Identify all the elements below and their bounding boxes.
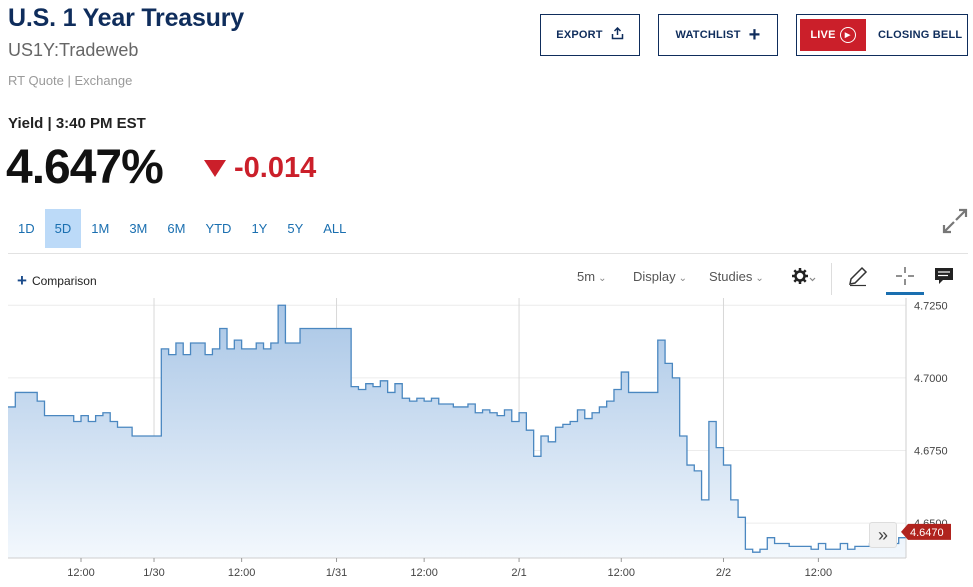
crosshair-icon[interactable]: [894, 265, 916, 287]
live-badge: LIVE ▶: [800, 19, 866, 51]
price-change: -0.014: [204, 152, 316, 185]
closing-bell-label: CLOSING BELL: [878, 29, 963, 41]
watchlist-button[interactable]: WATCHLIST +: [658, 14, 778, 56]
comment-icon[interactable]: [933, 265, 955, 287]
display-label: Display: [633, 269, 676, 284]
export-label: EXPORT: [556, 29, 603, 41]
comparison-label: Comparison: [31, 273, 97, 288]
page-title: U.S. 1 Year Treasury: [8, 4, 244, 32]
range-ytd[interactable]: YTD: [205, 221, 232, 236]
x-tick-label: 1/30: [143, 567, 164, 579]
range-6m[interactable]: 6M: [167, 221, 186, 236]
plus-icon: +: [17, 271, 27, 290]
change-value: -0.014: [234, 152, 317, 184]
x-tick-label: 12:00: [805, 567, 833, 579]
export-button[interactable]: EXPORT: [540, 14, 640, 56]
x-tick-label: 2/1: [511, 567, 526, 579]
y-tick-label: 4.7250: [914, 300, 948, 312]
last-price: 4.647%: [6, 141, 164, 194]
studies-dropdown[interactable]: Studies ⌄: [709, 269, 764, 284]
chevron-down-icon: ⌄: [598, 273, 607, 284]
range-5d[interactable]: 5D: [44, 209, 82, 248]
closing-bell-button[interactable]: LIVE ▶ CLOSING BELL: [796, 14, 968, 56]
range-all[interactable]: ALL: [323, 221, 347, 236]
x-tick-label: 12:00: [410, 567, 438, 579]
x-tick-label: 12:00: [228, 567, 256, 579]
range-1m[interactable]: 1M: [91, 221, 110, 236]
studies-label: Studies: [709, 269, 753, 284]
x-tick-label: 1/31: [326, 567, 347, 579]
yield-time-label: Yield | 3:40 PM EST: [8, 115, 146, 132]
range-3m[interactable]: 3M: [129, 221, 148, 236]
live-label: LIVE: [810, 29, 836, 41]
symbol-label: US1Y:Tradeweb: [8, 40, 139, 60]
range-1y[interactable]: 1Y: [251, 221, 268, 236]
last-value-label: 4.6470: [910, 527, 944, 539]
plus-icon: +: [748, 23, 761, 46]
share-icon: [611, 26, 624, 43]
series-area: [8, 305, 906, 558]
chevron-down-icon: ⌄: [678, 273, 688, 284]
fullscreen-icon[interactable]: [942, 208, 968, 234]
play-icon: ▶: [839, 27, 856, 43]
chevron-double-right-icon[interactable]: »: [869, 522, 897, 548]
interval-label: 5m: [577, 269, 596, 284]
chevron-down-icon: ⌄: [755, 273, 764, 284]
down-triangle-icon: [204, 160, 226, 177]
series-line: [8, 304, 907, 553]
last-value-badge: [901, 523, 951, 540]
range-selector: 1D 5D 1M 3M 6M YTD 1Y 5Y ALL: [8, 209, 356, 248]
y-tick-label: 4.7000: [914, 373, 948, 385]
range-5y[interactable]: 5Y: [287, 221, 304, 236]
x-tick-label: 2/2: [716, 567, 731, 579]
gear-icon[interactable]: [791, 265, 816, 287]
quote-type-label: RT Quote | Exchange: [8, 73, 133, 88]
toolbar-separator: [831, 263, 832, 295]
pencil-icon[interactable]: [847, 265, 869, 287]
range-1d[interactable]: 1D: [18, 221, 35, 236]
x-tick-label: 12:00: [608, 567, 636, 579]
display-dropdown[interactable]: Display ⌄: [633, 269, 687, 284]
active-tool-indicator: [886, 292, 924, 295]
comparison-button[interactable]: + Comparison: [17, 272, 97, 289]
x-tick-label: 12:00: [67, 567, 95, 579]
watchlist-label: WATCHLIST: [675, 29, 741, 41]
divider: [8, 253, 968, 254]
interval-dropdown[interactable]: 5m ⌄: [577, 269, 606, 284]
yield-chart[interactable]: 4.72504.70004.67504.650012:001/3012:001/…: [0, 298, 973, 587]
y-tick-label: 4.6750: [914, 446, 948, 458]
